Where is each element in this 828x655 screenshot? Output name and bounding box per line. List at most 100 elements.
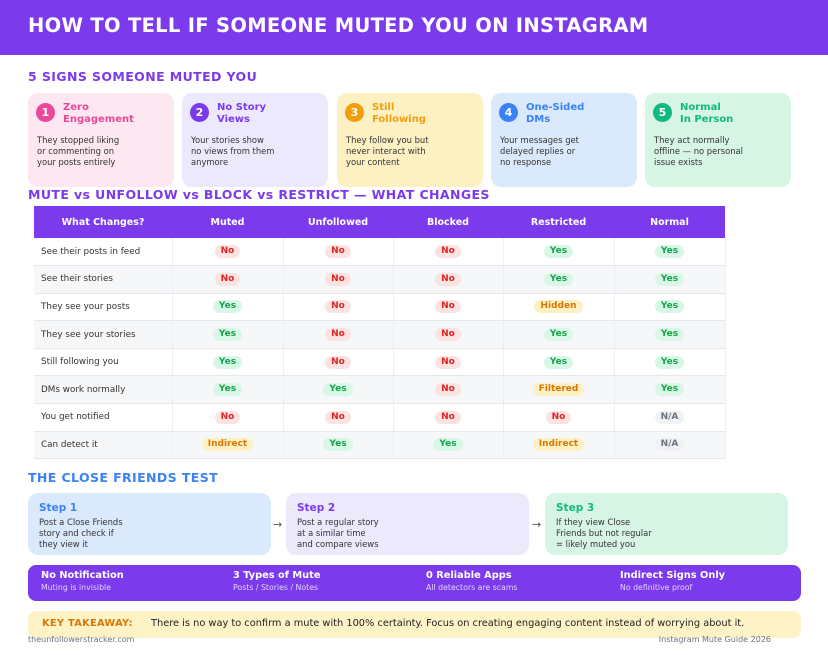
step-description: Post a regular story at a similar time a… [297,517,379,550]
sign-card: 5 Normal In Person They act normally offli… [645,93,791,187]
sign-description: They act normally offline — no personal … [654,135,743,168]
status-pill: Indirect [201,438,254,452]
status-pill: Yes [654,355,685,369]
status-pill: Yes [433,438,463,452]
status-pill: Yes [323,383,353,397]
table-cell: Yes [614,293,726,322]
signs-section-title: 5 SIGNS SOMEONE MUTED YOU [28,69,258,84]
footer-guide-name: Instagram Mute Guide 2026 [658,635,771,644]
stats-bar: No Notification Muting is invisible 3 Type… [28,565,801,601]
sign-number-badge: 1 [36,103,55,122]
sign-title: One-Sided DMs [526,102,585,125]
table-cell: Yes [503,348,615,377]
table-cell: Yes [283,375,394,405]
row-label: DMs work normally [34,375,173,405]
table-cell: Yes [503,265,615,294]
row-label: They see your posts [34,293,173,322]
status-pill: Yes [654,328,685,342]
sign-title: No Story Views [217,102,267,125]
table-cell: Yes [393,431,504,460]
key-takeaway-box: KEY TAKEAWAY: There is no way to confirm… [28,611,801,638]
table-header-cell: Normal [614,206,725,238]
step-description: If they view Close Friends but not regul… [556,517,652,550]
table-cell: Yes [283,431,394,460]
status-pill: Yes [654,383,685,397]
step-card: Step 3 If they view Close Friends but not… [545,493,788,555]
table-cell: No [393,238,504,267]
table-cell: No [393,265,504,294]
status-pill: No [325,272,351,286]
row-label: You get notified [34,403,173,432]
row-label: They see your stories [34,320,173,349]
page-header: HOW TO TELL IF SOMEONE MUTED YOU ON INST… [0,0,828,55]
table-cell: No [393,375,504,405]
status-pill: No [325,245,351,259]
status-pill: No [214,410,241,424]
status-pill: Yes [212,355,243,369]
footer-website: theunfollowerstracker.com [28,635,135,644]
comparison-table: What Changes? Muted Unfollowed Blocked Restr… [34,206,726,460]
table-cell: Yes [172,293,284,322]
status-pill: Yes [212,328,243,342]
status-pill: No [435,245,461,259]
row-label: Can detect it [34,431,173,460]
step-card: Step 2 Post a regular story at a similar … [286,493,529,555]
arrow-right-icon: → [532,518,542,531]
status-pill: No [435,328,461,342]
table-header-cell: Blocked [393,206,503,238]
sign-number-badge: 4 [499,103,518,122]
close-friends-section-title: THE CLOSE FRIENDS TEST [28,470,219,485]
table-cell: Indirect [503,431,615,460]
stat-label: No Notification [41,570,124,581]
table-cell: Yes [172,320,284,349]
status-pill: No [435,383,461,397]
row-label: See their posts in feed [34,238,173,267]
table-row: You get notified No No No No N/A [34,403,726,432]
table-cell: No [393,348,504,377]
stat-item: 0 Reliable Apps All detectors are scams [426,570,517,592]
status-pill: No [435,410,461,424]
table-cell: No [283,265,394,294]
table-header-cell: Restricted [503,206,614,238]
table-row: DMs work normally Yes Yes No Filtered Yes [34,375,726,405]
stat-item: Indirect Signs Only No definitive proof [620,570,725,592]
step-title: Step 3 [556,502,595,514]
table-cell: No [283,320,394,349]
sign-description: They stopped liking or commenting on you… [37,135,120,168]
status-pill: No [435,272,461,286]
table-cell: Yes [503,238,615,267]
sign-card: 3 Still Following They follow you but neve… [337,93,483,187]
step-title: Step 2 [297,502,336,514]
table-cell: No [393,320,504,349]
step-card: Step 1 Post a Close Friends story and che… [28,493,271,555]
status-pill: Yes [212,300,243,314]
status-pill: Yes [543,355,574,369]
stat-item: No Notification Muting is invisible [41,570,124,592]
table-cell: Yes [614,320,726,349]
takeaway-label: KEY TAKEAWAY: [42,618,133,629]
arrow-right-icon: → [273,518,283,531]
status-pill: Yes [654,300,685,314]
sign-description: They follow you but never interact with … [346,135,429,168]
status-pill: Yes [654,272,685,286]
table-cell: No [172,403,284,432]
takeaway-text: There is no way to confirm a mute with 1… [151,618,745,629]
status-pill: Hidden [534,300,583,314]
table-cell: No [283,348,394,377]
sign-title: Zero Engagement [63,102,134,125]
table-cell: Hidden [503,293,615,322]
table-cell: N/A [614,431,726,460]
table-cell: Yes [614,348,726,377]
status-pill: No [325,355,351,369]
status-pill: N/A [654,438,685,452]
status-pill: Yes [543,272,574,286]
table-row: They see your stories Yes No No Yes Yes [34,320,726,349]
sign-card: 2 No Story Views Your stories show no view… [182,93,328,187]
status-pill: Indirect [532,438,585,452]
table-row: See their posts in feed No No No Yes Yes [34,238,726,267]
row-label: See their stories [34,265,173,294]
table-cell: No [503,403,615,432]
status-pill: Filtered [532,383,585,397]
table-row: Can detect it Indirect Yes Yes Indirect N/A [34,431,726,460]
table-cell: Yes [614,238,726,267]
